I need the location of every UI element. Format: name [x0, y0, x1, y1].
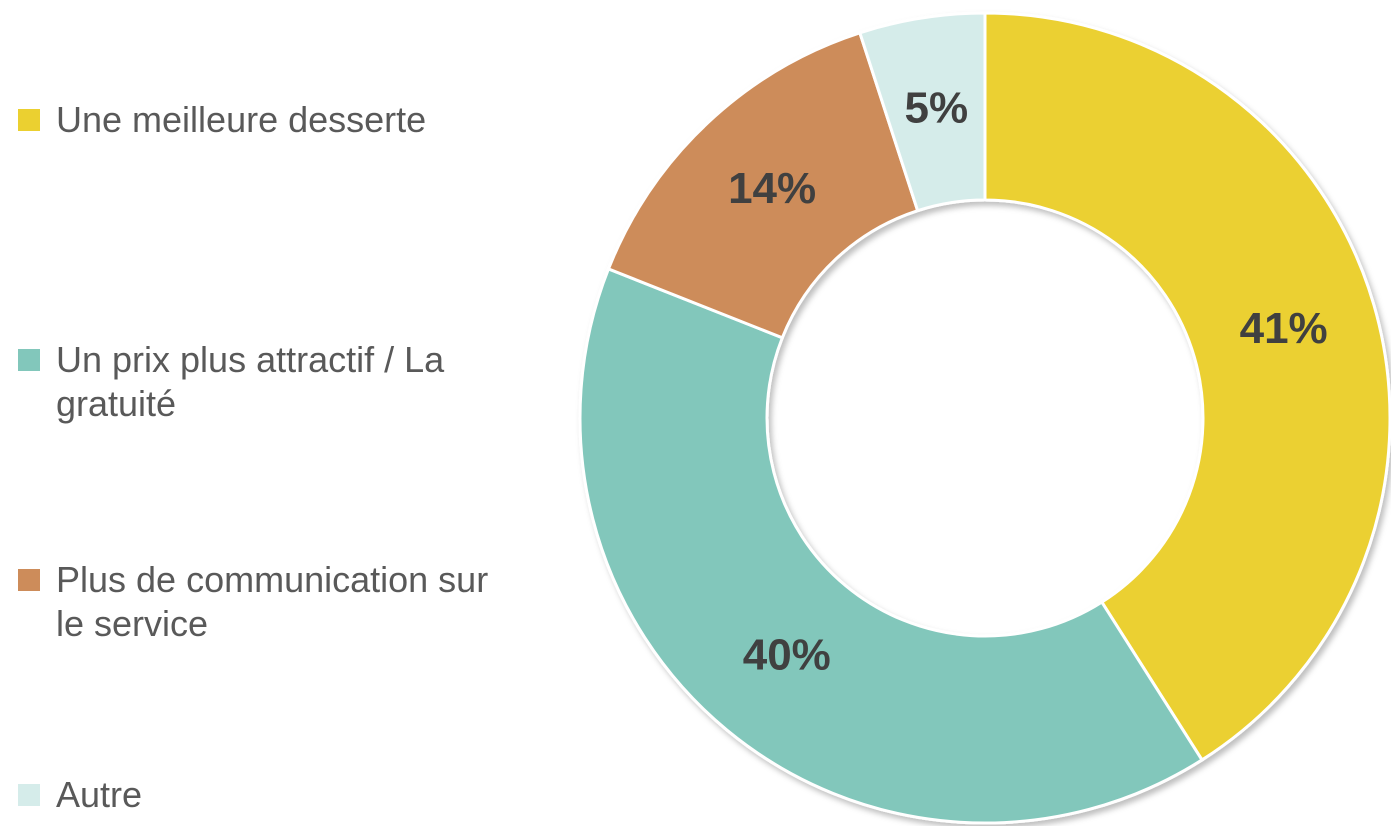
legend-label: Un prix plus attractif / La gratuité	[56, 339, 445, 424]
legend-label: Plus de communication sur le service	[56, 559, 489, 644]
donut-segment	[578, 266, 1205, 825]
legend-item: Une meilleure desserte	[18, 98, 518, 142]
legend-swatch	[18, 569, 40, 591]
data-label: 5%	[905, 83, 969, 132]
donut-segment	[983, 11, 1391, 763]
legend-label: Une meilleure desserte	[56, 99, 427, 140]
legend-item: Plus de communication sur le service	[18, 558, 518, 646]
data-label: 14%	[728, 164, 816, 213]
legend-item: Un prix plus attractif / La gratuité	[18, 338, 518, 426]
legend-swatch	[18, 349, 40, 371]
legend-swatch	[18, 109, 40, 131]
donut	[578, 11, 1391, 825]
legend-item: Autre	[18, 773, 518, 817]
legend: Une meilleure desserte Un prix plus attra…	[0, 0, 540, 826]
donut-segment	[857, 11, 987, 213]
legend-label: Autre	[56, 774, 143, 815]
legend-swatch	[18, 784, 40, 806]
data-label: 40%	[743, 630, 831, 679]
donut-segment	[606, 30, 920, 340]
data-label: 41%	[1240, 304, 1328, 353]
